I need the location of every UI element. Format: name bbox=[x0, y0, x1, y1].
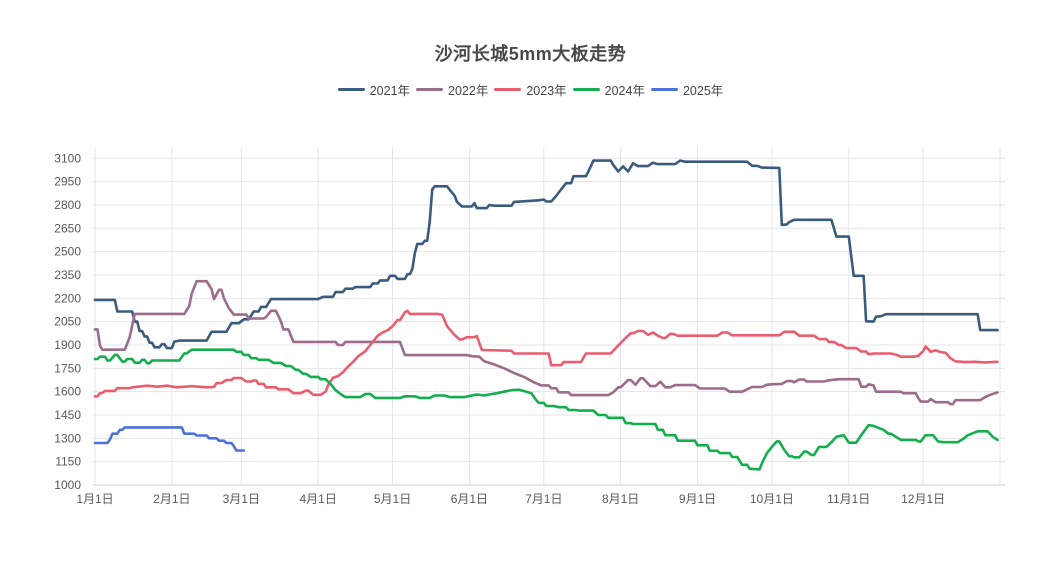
x-axis-tick-label: 7月1日 bbox=[525, 492, 562, 506]
legend-swatch-2025年 bbox=[650, 88, 678, 91]
series-line-2022年 bbox=[93, 279, 999, 406]
y-axis-tick-label: 1300 bbox=[54, 431, 81, 445]
legend-item-2023年[interactable]: 2023年 bbox=[494, 80, 567, 99]
y-axis-tick-label: 1750 bbox=[54, 361, 81, 375]
legend-label: 2025年 bbox=[682, 84, 724, 98]
legend-swatch-2023年 bbox=[494, 88, 522, 91]
legend-label: 2023年 bbox=[526, 84, 567, 98]
y-axis-tick-label: 2200 bbox=[54, 291, 81, 305]
chart-title: 沙河长城5mm大板走势 bbox=[434, 44, 627, 64]
x-axis-tick-label: 12月1日 bbox=[901, 492, 945, 506]
y-axis-tick-label: 1900 bbox=[54, 338, 81, 352]
x-axis-tick-label: 6月1日 bbox=[451, 492, 488, 506]
y-axis-tick-label: 2050 bbox=[54, 315, 81, 329]
chart-legend: 2021年 2022年 2023年 2024年 2025年 bbox=[0, 80, 1061, 99]
x-axis-tick-label: 8月1日 bbox=[602, 492, 639, 506]
series-line-2021年 bbox=[93, 159, 999, 350]
x-axis-tick-label: 5月1日 bbox=[374, 492, 411, 506]
y-axis-tick-label: 2950 bbox=[54, 175, 81, 189]
y-axis-tick-label: 2650 bbox=[54, 221, 81, 235]
legend-label: 2024年 bbox=[604, 84, 645, 98]
series-line-2024年 bbox=[93, 348, 999, 471]
x-axis-tick-label: 1月1日 bbox=[76, 492, 113, 506]
x-axis-tick-label: 4月1日 bbox=[299, 492, 336, 506]
y-axis-tick-label: 1000 bbox=[54, 478, 81, 492]
legend-label: 2021年 bbox=[369, 84, 411, 98]
y-axis-tick-label: 1600 bbox=[54, 385, 81, 399]
legend-swatch-2024年 bbox=[572, 88, 600, 91]
x-axis-tick-label: 10月1日 bbox=[750, 492, 794, 506]
x-axis-tick-label: 11月1日 bbox=[827, 492, 870, 506]
legend-label: 2022年 bbox=[448, 84, 489, 98]
y-axis-tick-label: 2800 bbox=[54, 198, 81, 212]
x-axis-tick-label: 3月1日 bbox=[223, 492, 260, 506]
legend-item-2025年[interactable]: 2025年 bbox=[650, 80, 724, 99]
legend-item-2022年[interactable]: 2022年 bbox=[416, 80, 488, 99]
legend-swatch-2021年 bbox=[337, 88, 365, 91]
y-axis-tick-label: 2350 bbox=[54, 268, 81, 282]
y-axis-tick-label: 1450 bbox=[54, 408, 81, 422]
series-line-2023年 bbox=[93, 309, 999, 398]
legend-swatch-2022年 bbox=[416, 88, 444, 91]
x-axis-tick-label: 2月1日 bbox=[153, 492, 190, 506]
series-line-2025年 bbox=[93, 426, 246, 452]
y-axis-tick-label: 2500 bbox=[54, 245, 81, 259]
y-axis-tick-label: 3100 bbox=[54, 151, 81, 165]
legend-item-2024年[interactable]: 2024年 bbox=[572, 80, 645, 99]
x-axis-tick-label: 9月1日 bbox=[679, 492, 716, 506]
y-axis-tick-label: 1150 bbox=[55, 455, 81, 469]
legend-item-2021年[interactable]: 2021年 bbox=[337, 80, 411, 99]
